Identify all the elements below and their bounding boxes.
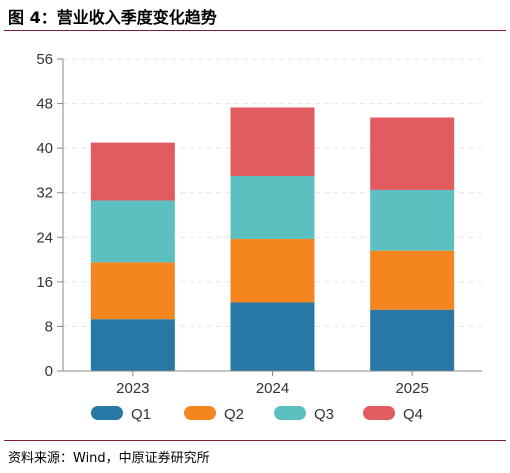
bar-stacks: [90, 107, 455, 371]
bar-2023-q3: [90, 200, 175, 263]
legend-label-q1: Q1: [131, 406, 151, 423]
y-tick-label: 24: [36, 229, 53, 246]
top-rule: [4, 30, 506, 31]
legend: Q1 Q2 Q3 Q4: [91, 406, 423, 423]
axes: 0 8 16 24 32 40 48 56 2023 2024 2025: [36, 51, 482, 397]
y-tick-label: 0: [45, 363, 53, 380]
bottom-rule: [4, 440, 506, 441]
legend-label-q2: Q2: [224, 406, 244, 423]
source-note: 资料来源：Wind，中原证券研究所: [8, 451, 210, 466]
y-tick-label: 16: [36, 274, 53, 291]
x-tick-label: 2023: [116, 380, 149, 397]
x-tick-label: 2024: [256, 380, 289, 397]
bar-2025-q4: [370, 117, 455, 190]
legend-swatch-q2: [184, 406, 216, 420]
bar-2024-q1: [230, 302, 315, 371]
bar-2025-q1: [370, 309, 455, 371]
bar-2025-q3: [370, 189, 455, 251]
bar-2024-q3: [230, 176, 315, 239]
x-tick-label: 2025: [395, 380, 428, 397]
legend-swatch-q4: [363, 406, 395, 420]
y-tick-label: 40: [36, 140, 53, 157]
bar-2023-q1: [90, 319, 175, 371]
y-tick-label: 8: [45, 318, 53, 335]
bar-2023-q2: [90, 262, 175, 320]
y-tick-label: 32: [36, 185, 53, 202]
bar-2024-q4: [230, 107, 315, 176]
legend-label-q4: Q4: [403, 406, 423, 423]
legend-swatch-q1: [91, 406, 123, 420]
y-tick-label: 48: [36, 96, 53, 113]
y-tick-label: 56: [36, 51, 53, 68]
bar-2024-q2: [230, 238, 315, 303]
stacked-bar-chart: 0 8 16 24 32 40 48 56 2023 2024 2025 Q1 Q2 Q3 Q4: [36, 51, 482, 423]
figure-title: 图 4：营业收入季度变化趋势: [8, 8, 217, 27]
legend-swatch-q3: [274, 406, 306, 420]
bar-2023-q4: [90, 142, 175, 201]
bar-2025-q2: [370, 250, 455, 310]
legend-label-q3: Q3: [314, 406, 334, 423]
